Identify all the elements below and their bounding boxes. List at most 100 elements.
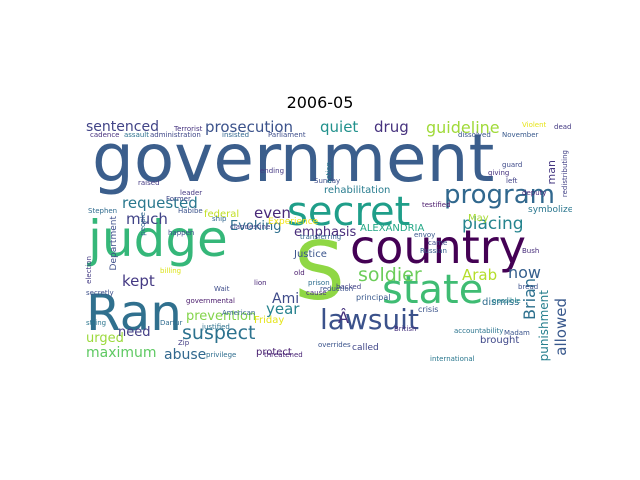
cloud-word: punishment bbox=[537, 290, 551, 362]
cloud-word: secretly bbox=[86, 289, 114, 297]
cloud-word: deputy bbox=[522, 189, 547, 197]
cloud-word: dead bbox=[554, 123, 572, 131]
cloud-word: lawsuit bbox=[320, 303, 419, 336]
cloud-word: international bbox=[430, 355, 475, 363]
cloud-word: need bbox=[118, 325, 151, 340]
cloud-word: left bbox=[506, 177, 518, 185]
cloud-word: Arab bbox=[462, 266, 498, 284]
cloud-word: lion bbox=[254, 279, 267, 287]
cloud-word: transferring bbox=[300, 233, 342, 241]
cloud-word: action bbox=[325, 162, 333, 184]
cloud-word: urged bbox=[86, 331, 124, 346]
cloud-word: billing bbox=[160, 267, 182, 275]
cloud-word: even bbox=[254, 204, 291, 222]
cloud-word: suspect bbox=[182, 322, 256, 344]
cloud-word: allowed bbox=[552, 298, 570, 356]
cloud-word: secret bbox=[287, 189, 411, 235]
cloud-word: federal bbox=[204, 209, 240, 220]
cloud-word: maximum bbox=[86, 345, 157, 361]
cloud-word: Â bbox=[338, 308, 349, 327]
cloud-word: soldier bbox=[358, 264, 422, 286]
cloud-word: threatened bbox=[264, 351, 303, 359]
cloud-word: Russian bbox=[420, 247, 447, 255]
cloud-word: prison bbox=[308, 279, 330, 287]
cloud-word: prosecution bbox=[205, 120, 294, 136]
cloud-word: Zip bbox=[178, 339, 190, 347]
cloud-word: placing bbox=[462, 214, 524, 234]
cloud-word: clandestine bbox=[230, 223, 271, 231]
cloud-word: Justice bbox=[294, 249, 327, 260]
cloud-word: kept bbox=[122, 272, 155, 290]
cloud-word: Violent bbox=[522, 121, 547, 129]
cloud-word: ending bbox=[260, 167, 285, 175]
cloud-word: dissolved bbox=[458, 131, 491, 139]
word-cloud: government judge country secret state Ra… bbox=[82, 120, 572, 365]
cloud-word: brought bbox=[480, 335, 520, 346]
cloud-word: cadence bbox=[90, 131, 120, 139]
cloud-word: abuse bbox=[164, 347, 207, 363]
cloud-word: administration bbox=[150, 131, 201, 139]
cloud-word: emphasis bbox=[294, 225, 357, 240]
cloud-word: dismiss bbox=[482, 297, 520, 308]
cloud-word: program bbox=[444, 180, 555, 210]
cloud-word: guideline bbox=[426, 120, 500, 137]
cloud-word: rehabilitation bbox=[324, 185, 391, 196]
cloud-word: Madam bbox=[504, 329, 530, 337]
cloud-word: man bbox=[545, 160, 558, 185]
cloud-word: British bbox=[394, 325, 417, 333]
cloud-word: Ami bbox=[272, 291, 300, 307]
cloud-word: Department bbox=[109, 216, 119, 271]
cloud-word: country bbox=[350, 220, 526, 274]
cloud-word: Habibe bbox=[178, 207, 203, 215]
cloud-word: protect bbox=[256, 347, 292, 358]
cloud-word: giving bbox=[488, 169, 510, 177]
cloud-word: bread bbox=[518, 283, 539, 291]
cloud-word: state bbox=[382, 267, 484, 313]
cloud-word: S bbox=[294, 225, 345, 318]
cloud-word: redistributing bbox=[561, 150, 569, 198]
cloud-word: Evoking bbox=[230, 219, 282, 234]
cloud-word: raised bbox=[138, 179, 160, 187]
cloud-word: principal bbox=[356, 293, 391, 302]
cloud-word: American bbox=[222, 309, 256, 317]
cloud-word: testified bbox=[422, 201, 451, 209]
cloud-word: Stephen bbox=[88, 207, 118, 215]
cloud-word: drug bbox=[374, 120, 409, 136]
cloud-word: string bbox=[86, 319, 107, 327]
cloud-word: assault bbox=[124, 131, 149, 139]
cloud-word: leader bbox=[180, 189, 203, 197]
cloud-word: Experience bbox=[268, 217, 319, 227]
cloud-word: sentenced bbox=[86, 120, 159, 135]
cloud-word: came bbox=[428, 239, 448, 247]
cloud-word: happen bbox=[168, 229, 195, 237]
cloud-word: ALEXANDRIA bbox=[360, 223, 425, 234]
cloud-word: old bbox=[294, 269, 305, 277]
cloud-word: Former bbox=[166, 195, 191, 203]
cloud-word: possible bbox=[492, 297, 521, 305]
cloud-word: called bbox=[352, 343, 379, 353]
cloud-word: requested bbox=[122, 194, 198, 212]
cloud-word: guard bbox=[502, 161, 523, 169]
cloud-word: ship bbox=[212, 215, 227, 223]
cloud-word: cause bbox=[306, 289, 327, 297]
cloud-word: Terrorist bbox=[174, 125, 203, 133]
cloud-word: prevention bbox=[186, 309, 257, 324]
cloud-word: government bbox=[92, 120, 495, 197]
cloud-word: envoy bbox=[414, 231, 436, 239]
cloud-word: Sunday bbox=[314, 177, 341, 185]
cloud-word: Bush bbox=[522, 247, 540, 255]
cloud-word: Friday bbox=[254, 315, 285, 326]
cloud-word: reduction bbox=[320, 285, 354, 293]
cloud-word: privilege bbox=[206, 351, 237, 359]
cloud-word: much bbox=[126, 210, 168, 228]
cloud-word: Darfur bbox=[160, 319, 183, 327]
cloud-word: accountability bbox=[454, 327, 504, 335]
cloud-word: judge bbox=[88, 210, 228, 268]
cloud-word: governmental bbox=[186, 297, 235, 305]
cloud-word: year bbox=[266, 300, 300, 318]
cloud-word: now bbox=[508, 263, 542, 282]
cloud-word: insisted bbox=[222, 131, 250, 139]
cloud-word: May bbox=[468, 213, 489, 224]
cloud-word: overrides bbox=[318, 341, 351, 349]
cloud-word: election bbox=[85, 256, 93, 284]
